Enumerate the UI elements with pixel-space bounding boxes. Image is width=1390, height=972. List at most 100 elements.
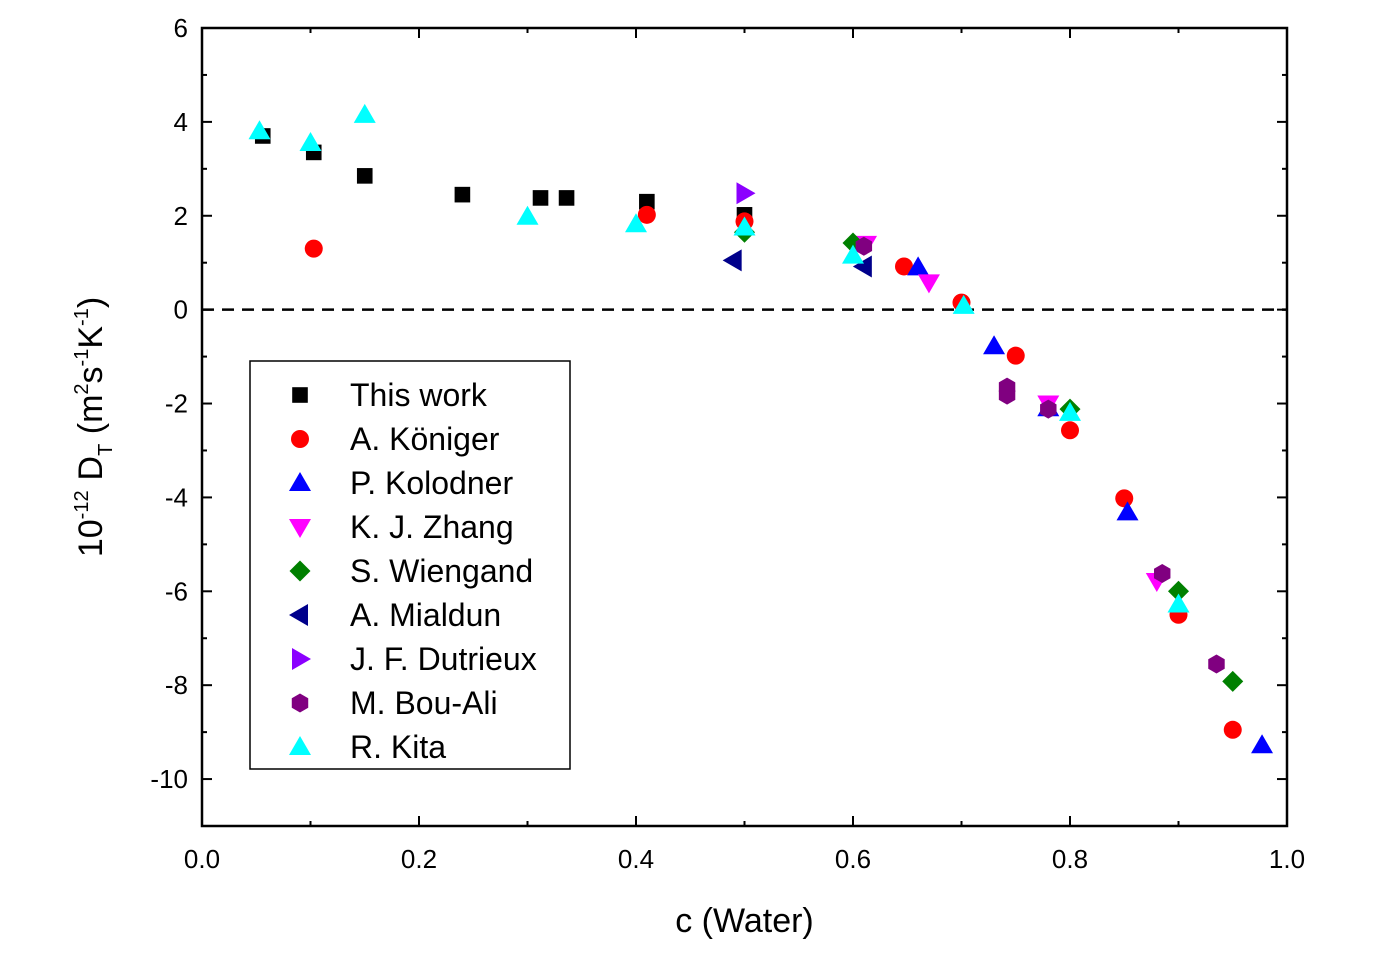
y-label-part-close: ) <box>72 297 110 308</box>
x-tick-label: 0.2 <box>401 844 437 874</box>
data-point <box>1006 346 1025 365</box>
legend-item: R. Kita <box>289 729 446 765</box>
data-point <box>1116 501 1139 521</box>
data-point <box>1223 720 1242 739</box>
y-label-part-main: 10 <box>72 519 110 557</box>
y-label-part-Dsub: T <box>95 444 117 456</box>
data-point <box>1059 401 1081 421</box>
data-point <box>722 249 742 272</box>
data-point <box>1222 670 1244 692</box>
data-point <box>639 193 655 210</box>
legend-marker <box>292 648 311 670</box>
legend-label: J. F. Dutrieux <box>350 641 537 677</box>
x-tick-label: 1.0 <box>1269 844 1305 874</box>
series-1 <box>304 205 1242 739</box>
legend-item: M. Bou-Ali <box>291 685 498 721</box>
legend-label: R. Kita <box>350 729 446 765</box>
y-axis-label: 10-12DT (m2s-1K-1) <box>71 297 117 557</box>
legend-item: S. Wiengand <box>289 553 533 589</box>
data-point <box>304 239 323 258</box>
y-label-part-exp2: 2 <box>71 383 93 394</box>
legend-item: A. Mialdun <box>289 597 501 633</box>
series-7 <box>855 236 1225 674</box>
legend: This work A. Königer P. Kolodner K. J. Zhan… <box>249 360 571 770</box>
data-point <box>907 256 930 276</box>
legend-marker <box>291 430 309 448</box>
series-4 <box>734 221 1244 692</box>
legend-marker <box>289 736 311 755</box>
data-point <box>952 294 975 314</box>
data-point <box>248 120 271 140</box>
data-point <box>917 274 940 294</box>
data-point <box>1115 489 1134 508</box>
data-point <box>855 236 873 256</box>
x-tick-label: 0.0 <box>184 844 220 874</box>
data-point <box>998 385 1016 405</box>
series-0 <box>254 128 753 223</box>
x-tick-label: 0.4 <box>618 844 654 874</box>
x-tick-label: 0.8 <box>1052 844 1088 874</box>
y-axis-label-text: 10-12DT (m2s-1K-1) <box>71 297 117 557</box>
y-label-part-D: D <box>72 456 110 481</box>
legend-label: This work <box>350 377 488 413</box>
x-tick-label: 0.6 <box>835 844 871 874</box>
data-point <box>736 182 756 205</box>
series-5 <box>722 249 872 278</box>
y-label-part-s: s <box>72 366 110 383</box>
y-label-part-K: K <box>72 326 110 349</box>
y-label-part-expm1a: -1 <box>71 349 93 367</box>
series-6 <box>736 182 756 205</box>
data-point <box>558 190 575 206</box>
legend-label: M. Bou-Ali <box>350 685 498 721</box>
y-tick-label: -10 <box>150 764 188 794</box>
data-point <box>516 205 539 225</box>
y-label-part-open: (m <box>72 395 110 444</box>
data-point <box>625 213 647 233</box>
legend-marker <box>291 693 309 713</box>
y-tick-label: 4 <box>174 107 188 137</box>
legend-item: P. Kolodner <box>289 465 513 501</box>
data-point <box>637 205 656 224</box>
legend-marker <box>289 472 311 491</box>
legend-label: A. Königer <box>350 421 500 457</box>
data-point <box>842 244 864 264</box>
y-tick-label: -6 <box>165 576 188 606</box>
data-point <box>852 255 872 278</box>
data-point <box>532 190 549 206</box>
data-point <box>1208 654 1225 674</box>
data-point <box>356 168 373 184</box>
series-3 <box>855 235 1168 592</box>
y-tick-label: 6 <box>174 13 188 43</box>
legend-item: K. J. Zhang <box>289 509 514 545</box>
legend-label: P. Kolodner <box>350 465 513 501</box>
legend-label: K. J. Zhang <box>350 509 514 545</box>
series-2 <box>907 256 1274 754</box>
data-point <box>1167 593 1190 613</box>
data-point <box>1040 399 1057 419</box>
data-point <box>454 186 471 203</box>
legend-marker <box>289 560 311 582</box>
y-label-part-exp: -12 <box>71 490 93 519</box>
y-tick-label: -8 <box>165 670 188 700</box>
y-label-part-expm1b: -1 <box>71 308 93 326</box>
data-points <box>248 103 1274 754</box>
legend-marker <box>292 387 308 403</box>
legend-label: A. Mialdun <box>350 597 501 633</box>
data-point <box>894 257 913 276</box>
legend-marker <box>289 519 311 538</box>
y-tick-label: -2 <box>165 389 188 419</box>
data-point <box>353 103 376 123</box>
data-point <box>299 132 322 152</box>
legend-item: This work <box>292 377 488 413</box>
data-point <box>983 335 1006 355</box>
legend-marker <box>289 604 308 626</box>
data-point <box>1153 563 1171 583</box>
x-axis-label: c (Water) <box>675 902 814 940</box>
series-8 <box>248 103 1190 613</box>
legend-item: A. Königer <box>291 421 500 457</box>
data-point <box>1168 580 1189 602</box>
legend-item: J. F. Dutrieux <box>292 641 537 677</box>
y-tick-label: -4 <box>165 482 188 512</box>
data-point <box>1061 421 1079 440</box>
